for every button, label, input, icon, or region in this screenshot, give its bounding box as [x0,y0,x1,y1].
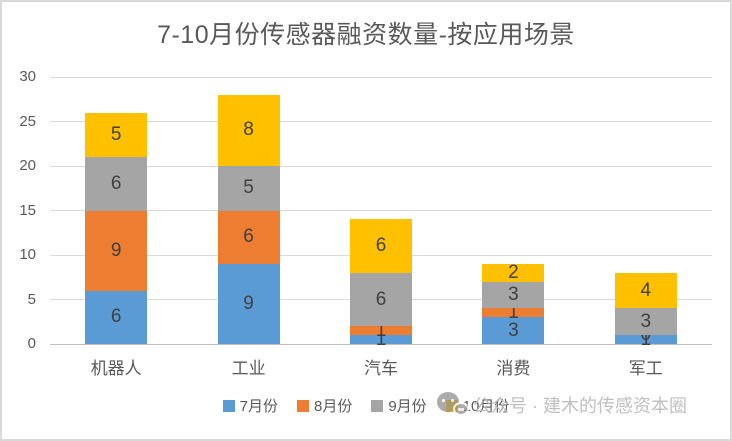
bar-segment-工业-10月份 [217,94,280,166]
x-axis-label-汽车: 汽车 [364,359,398,378]
gridline [50,121,712,122]
bar-segment-工业-8月份 [217,210,280,264]
bar-segment-消费-10月份 [482,263,545,282]
bar-segment-机器人-8月份 [85,210,148,291]
legend-item-7月份: 7月份 [222,395,278,416]
bar-value-label: 1 [375,328,387,350]
bar-segment-军工-10月份 [614,272,677,309]
chart-title: 7-10月份传感器融资数量-按应用场景 [157,21,575,49]
legend-item-8月份: 8月份 [296,395,353,416]
y-axis-tick-label: 0 [27,335,36,352]
gridline [50,210,712,211]
bar-value-label: 1 [640,328,652,350]
bar-value-label: 5 [110,123,122,145]
legend: 7月份 8月份 9月份 10月份 [2,395,730,416]
bar-segment-军工-7月份 [614,335,677,344]
x-axis: 机器人 工业 汽车 消费 军工 [50,354,712,378]
x-axis-label-消费: 消费 [496,359,531,378]
y-axis-tick-label: 5 [27,290,36,308]
legend-swatch [445,399,458,412]
bar-value-label: 3 [508,284,519,306]
legend-swatch [296,399,309,412]
legend-label: 9月份 [388,398,427,415]
bar-value-label: 5 [243,177,254,199]
bar-value-label: 6 [375,288,387,310]
bar-segment-汽车-9月份 [350,272,412,327]
bar-segment-消费-9月份 [482,281,545,309]
legend-label: 10月份 [462,398,510,415]
y-axis-tick-label: 20 [19,157,36,174]
bar-segment-军工-9月份 [614,308,677,336]
x-axis-line [50,343,712,345]
bar-value-label: 3 [640,310,652,332]
y-axis-tick-label: 15 [19,201,36,219]
x-axis-label-军工: 军工 [628,359,663,378]
bar-value-label: 8 [243,119,254,141]
bar-segment-汽车-7月份 [350,335,412,344]
bar-value-label: 1 [508,301,519,323]
bar-value-label: 6 [110,306,122,328]
bar-value-label: 9 [110,239,122,261]
bar-segment-机器人-10月份 [85,112,148,158]
bar-segment-消费-7月份 [482,317,545,344]
x-axis-label-机器人: 机器人 [90,359,142,378]
y-axis-tick-label: 30 [19,68,36,85]
bar-segment-机器人-9月份 [85,157,148,211]
bar-value-label: 1 [375,319,387,341]
bar-value-label: 6 [110,172,122,194]
y-axis-tick-label: 25 [19,112,36,130]
bar-value-label: 6 [243,226,254,248]
bar-value-label: 3 [508,319,519,341]
bar-segment-消费-8月份 [482,308,545,318]
y-axis: 0 5 10 15 20 25 30 [2,68,42,352]
legend-item-10月份: 10月份 [445,395,510,416]
gridline [50,165,712,167]
bar-segment-汽车-10月份 [350,219,412,273]
plot-area: 69659658116631321034 [50,76,712,350]
legend-swatch [222,399,235,412]
legend-item-9月份: 9月份 [371,395,427,416]
legend-label: 8月份 [313,398,353,415]
bar-segment-工业-7月份 [217,263,280,344]
gridline [50,76,712,78]
bar-segment-工业-9月份 [217,166,280,211]
legend-swatch [371,399,384,412]
bar-segment-汽车-8月份 [350,326,412,336]
x-axis-label-工业: 工业 [231,359,266,378]
bar-segment-机器人-7月份 [85,290,148,344]
bar-value-label: 9 [243,292,254,314]
bar-value-label: 4 [640,279,652,301]
legend-label: 7月份 [239,398,278,415]
bar-value-label: 2 [508,261,519,283]
bar-value-label: 6 [375,235,387,257]
y-axis-tick-label: 10 [19,246,36,263]
